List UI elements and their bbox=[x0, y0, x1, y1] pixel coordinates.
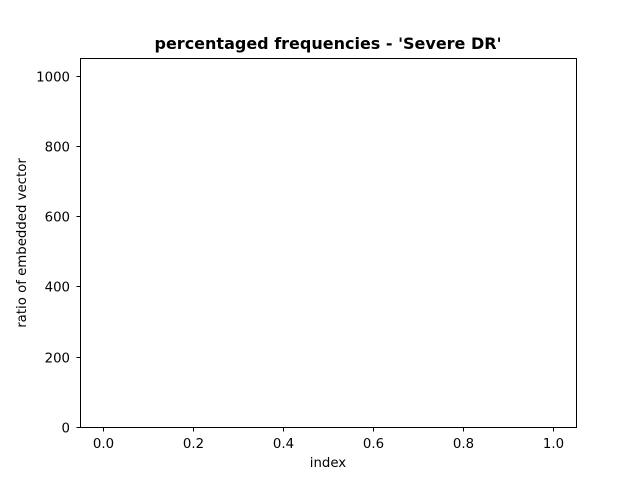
y-axis-label: ratio of embedded vector bbox=[15, 158, 30, 328]
y-tick-label: 1000 bbox=[36, 71, 70, 86]
chart-title: percentaged frequencies - 'Severe DR' bbox=[155, 34, 502, 53]
x-tick-label: 0.4 bbox=[273, 437, 294, 452]
plot-area bbox=[80, 58, 577, 428]
x-tick-label: 0.8 bbox=[453, 437, 474, 452]
x-axis-label: index bbox=[310, 456, 347, 471]
plot-frame bbox=[80, 58, 577, 428]
y-tick-label: 400 bbox=[45, 281, 70, 296]
x-tick-label: 1.0 bbox=[543, 437, 564, 452]
y-tick-label: 200 bbox=[45, 352, 70, 367]
x-tick-label: 0.0 bbox=[93, 437, 114, 452]
y-tick-label: 600 bbox=[45, 211, 70, 226]
y-tick-label: 0 bbox=[62, 422, 70, 437]
x-tick-label: 0.6 bbox=[363, 437, 384, 452]
x-axis-ticks: 0.0 0.2 0.4 0.6 0.8 1.0 bbox=[93, 427, 564, 452]
y-axis-ticks: 0 200 400 600 800 1000 bbox=[36, 71, 81, 437]
y-tick-label: 800 bbox=[45, 141, 70, 156]
x-tick-label: 0.2 bbox=[183, 437, 204, 452]
